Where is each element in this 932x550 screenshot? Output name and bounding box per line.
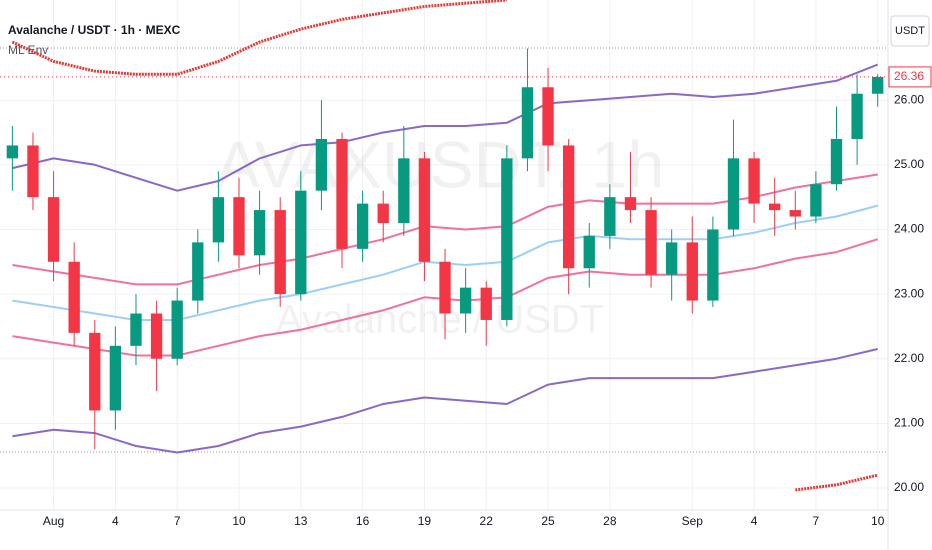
candle-body [624,197,637,211]
candle-body [150,313,163,359]
axes: 20.00 21.00 22.00 23.00 24.00 25.00 26.00 Aug 4 7… [0,66,932,528]
candle-body [233,197,245,256]
watermark: AVAXUSDT, 1h [216,127,665,201]
last-price-box [888,66,932,88]
y-tick-label: 22.00 [894,351,924,365]
candle-body [398,158,410,224]
candle-body [336,138,348,249]
x-tick-label: 28 [603,514,617,528]
candle-body [851,93,863,139]
currency-box[interactable] [890,15,930,47]
y-tick-label: 21.00 [894,416,924,430]
y-tick-label: 25.00 [894,157,924,171]
candle-body [872,76,884,94]
x-tick-label: 7 [174,514,181,528]
candle-body [769,203,781,211]
candle-body [212,197,225,243]
candle-body [686,242,698,301]
currency: USDT [895,25,925,37]
candle-body [418,158,431,262]
candle-body [171,300,183,359]
candle-body [253,210,266,256]
candle-body [356,203,369,249]
candle-body [707,229,719,301]
x-tick-label: 22 [480,514,494,528]
candle-body [6,145,19,159]
candle-body [583,235,595,269]
x-tick-label: 13 [294,514,308,528]
candle-body [830,138,843,185]
chart-title: Avalanche / USDT · 1h · MEXC [8,23,181,37]
candle-body [27,145,39,198]
x-tick-label: 19 [418,514,432,528]
y-tick-label: 20.00 [894,480,924,494]
candle-body [501,158,513,320]
candle-body [439,261,451,314]
candle-body [521,87,534,159]
plot-area [6,0,884,492]
envelope-line [11,0,507,76]
indicator-name: ML Env [8,43,48,57]
candle-body [130,313,142,346]
x-tick-label: Aug [43,514,64,528]
candle-body [295,190,307,295]
y-tick-label: 26.00 [894,92,924,106]
candle-body [748,158,760,204]
candle-body [459,287,472,314]
x-tick-label: 4 [112,514,119,528]
envelope-line [12,348,878,454]
candle-body [562,145,575,269]
candle-body [810,184,822,217]
candle-body [68,261,80,333]
candle-body [727,158,740,230]
candle-body [666,242,678,275]
candle-body [377,203,389,224]
y-tick-label: 23.00 [894,286,924,300]
candle-body [89,332,101,411]
x-tick-label: 4 [751,514,758,528]
x-tick-label: 10 [232,514,246,528]
y-tick-label: 24.00 [894,222,924,236]
x-tick-label: 7 [813,514,820,528]
x-tick-label: Sep [682,514,704,528]
candle-body [274,210,286,295]
candle-body [109,345,122,411]
envelope-line [12,63,879,192]
last-price-label: 26.36 [894,69,924,83]
candle-body [315,138,328,191]
x-tick-label: 16 [356,514,370,528]
envelope-line [795,473,879,492]
candle-body [192,242,204,301]
candle-body [480,287,492,320]
x-tick-label: 25 [541,514,555,528]
candle-body [542,87,554,146]
candle-body [645,210,657,275]
candle-body [789,210,801,217]
candle-body [604,197,616,236]
x-tick-label: 10 [871,514,885,528]
candle-body [47,197,60,262]
